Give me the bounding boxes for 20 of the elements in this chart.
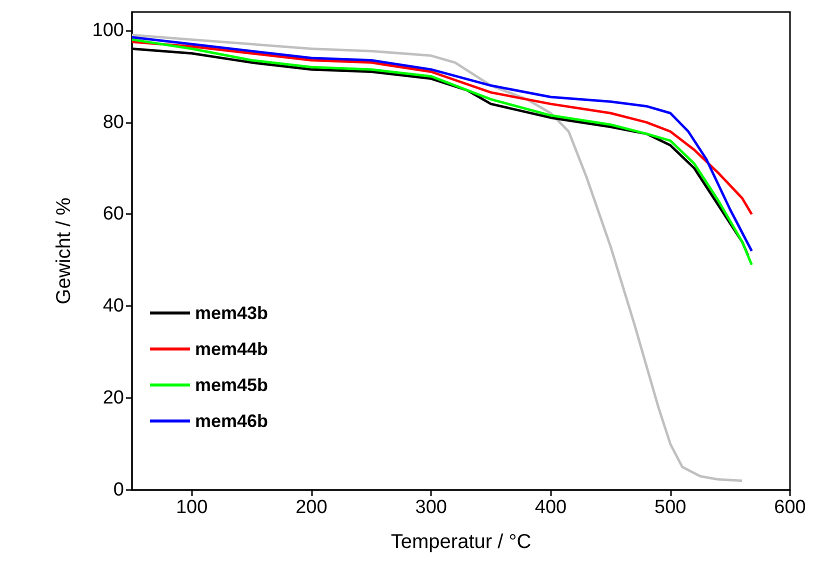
y-tick-label: 20 <box>102 388 124 409</box>
y-tick-label: 60 <box>102 204 124 225</box>
x-tick-label: 300 <box>415 497 447 518</box>
x-axis-title: Temperatur / °C <box>390 531 532 553</box>
y-tick-label: 40 <box>102 296 124 317</box>
legend-label: mem46b <box>195 411 268 431</box>
y-tick-label: 100 <box>92 20 124 41</box>
x-tick-label: 500 <box>654 497 686 518</box>
x-tick-label: 400 <box>534 497 567 518</box>
line-series <box>130 40 753 216</box>
legend-label: mem45b <box>195 375 268 395</box>
x-tick-label: 600 <box>774 497 806 518</box>
y-axis-title: Gewicht / % <box>53 197 75 304</box>
line-series <box>130 34 744 482</box>
y-tick-label: 0 <box>113 480 124 500</box>
x-tick-label: 100 <box>176 497 208 518</box>
legend-label: mem43b <box>195 303 268 323</box>
legend-label: mem44b <box>195 339 268 359</box>
y-tick-label: 80 <box>102 112 124 133</box>
x-tick-label: 200 <box>296 497 328 518</box>
